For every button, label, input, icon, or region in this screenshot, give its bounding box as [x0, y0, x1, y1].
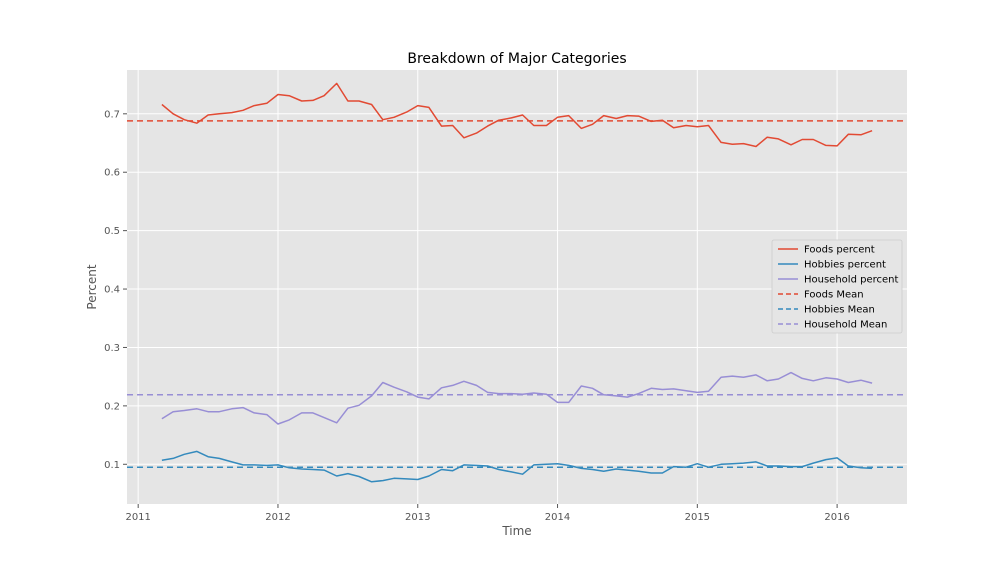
legend-box — [771, 239, 903, 334]
x-tick-label: 2014 — [545, 512, 570, 523]
y-axis-label: Percent — [85, 264, 99, 309]
legend-label-household-percent: Household percent — [804, 275, 898, 286]
mean-lines — [127, 120, 907, 468]
x-tick-label: 2012 — [265, 512, 290, 523]
legend: Foods percent Hobbies percent Household pe… — [771, 239, 903, 334]
series-lines — [161, 82, 873, 483]
y-tick-label: 0.1 — [104, 460, 120, 471]
y-tick-label: 0.7 — [104, 109, 120, 120]
legend-label-hobbies-mean: Hobbies Mean — [804, 305, 875, 316]
y-tick-label: 0.4 — [104, 285, 120, 296]
x-axis-ticks: 2011 2012 2013 2014 2015 2016 — [125, 504, 850, 523]
foods-percent-line — [161, 82, 873, 148]
legend-label-household-mean: Household Mean — [804, 320, 887, 331]
legend-label-foods-percent: Foods percent — [804, 245, 875, 256]
legend-label-foods-mean: Foods Mean — [804, 290, 864, 301]
y-axis-ticks: 0.1 0.2 0.3 0.4 0.5 0.6 0.7 — [104, 109, 127, 471]
x-tick-label: 2011 — [125, 512, 150, 523]
legend-label-hobbies-percent: Hobbies percent — [804, 260, 886, 271]
x-tick-label: 2016 — [824, 512, 849, 523]
household-percent-line — [161, 371, 873, 425]
y-tick-label: 0.5 — [104, 226, 120, 237]
x-tick-label: 2013 — [405, 512, 430, 523]
y-tick-label: 0.2 — [104, 401, 120, 412]
hobbies-percent-line — [161, 450, 873, 483]
x-tick-label: 2015 — [685, 512, 710, 523]
y-tick-label: 0.3 — [104, 343, 120, 354]
x-axis-label: Time — [501, 524, 531, 538]
chart-title: Breakdown of Major Categories — [407, 51, 626, 67]
y-tick-label: 0.6 — [104, 168, 120, 179]
